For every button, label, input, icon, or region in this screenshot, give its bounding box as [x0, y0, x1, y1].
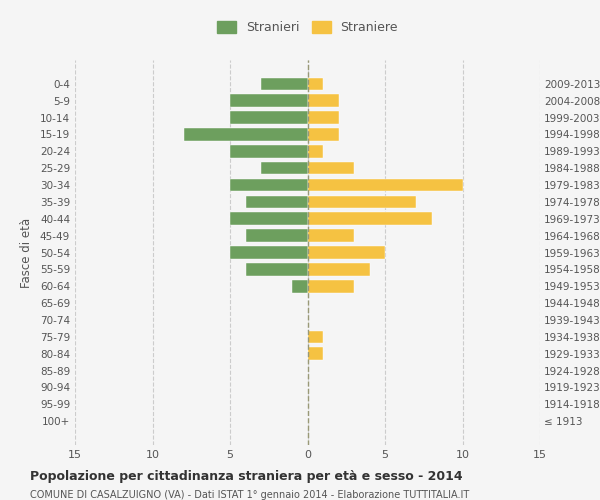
Bar — [308, 78, 323, 90]
Bar — [230, 246, 308, 259]
Bar — [308, 230, 354, 242]
Y-axis label: Anni di nascita: Anni di nascita — [599, 209, 600, 296]
Bar — [230, 94, 308, 107]
Bar — [261, 162, 308, 174]
Bar — [308, 162, 354, 174]
Bar — [308, 212, 431, 225]
Bar — [245, 230, 308, 242]
Bar — [308, 128, 338, 141]
Bar — [308, 348, 323, 360]
Text: Popolazione per cittadinanza straniera per età e sesso - 2014: Popolazione per cittadinanza straniera p… — [30, 470, 463, 483]
Legend: Stranieri, Straniere: Stranieri, Straniere — [212, 16, 403, 39]
Bar — [230, 145, 308, 158]
Bar — [308, 330, 323, 343]
Y-axis label: Fasce di età: Fasce di età — [20, 218, 33, 288]
Bar — [230, 212, 308, 225]
Bar — [308, 111, 338, 124]
Bar — [308, 263, 370, 276]
Bar — [308, 280, 354, 292]
Bar — [308, 246, 385, 259]
Bar — [308, 94, 338, 107]
Bar — [245, 196, 308, 208]
Bar — [308, 178, 463, 192]
Text: COMUNE DI CASALZUIGNO (VA) - Dati ISTAT 1° gennaio 2014 - Elaborazione TUTTITALI: COMUNE DI CASALZUIGNO (VA) - Dati ISTAT … — [30, 490, 469, 500]
Bar — [292, 280, 308, 292]
Bar — [184, 128, 308, 141]
Bar — [245, 263, 308, 276]
Bar — [230, 111, 308, 124]
Bar — [230, 178, 308, 192]
Bar — [308, 145, 323, 158]
Bar — [308, 196, 416, 208]
Bar — [261, 78, 308, 90]
